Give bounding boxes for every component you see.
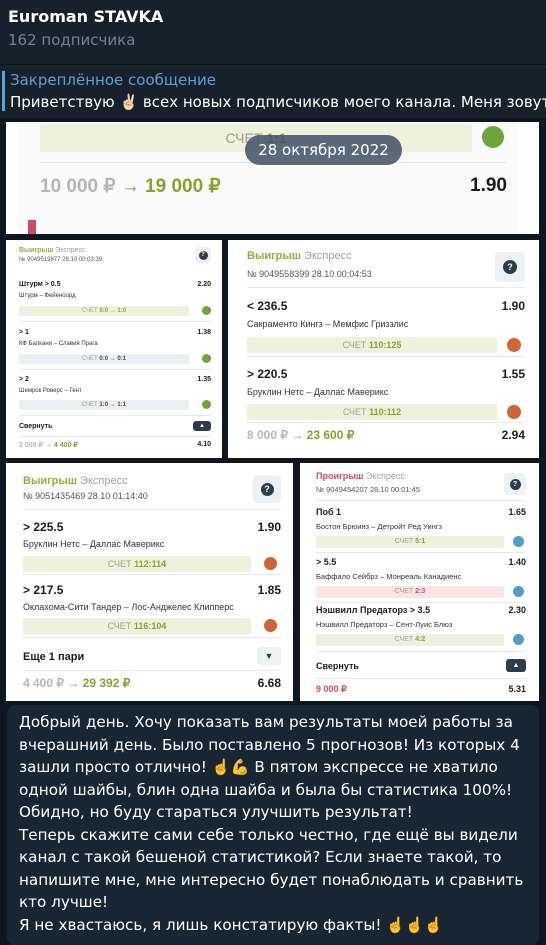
top-odds: 1.90 — [470, 175, 507, 196]
message-text: Добрый день. Хочу показать вам результат… — [19, 713, 524, 934]
channel-title: Euroman STAVKA — [8, 7, 164, 26]
bet-selection: < 236.5 1.90 Сакраменто Кингз – Мемфис Г… — [247, 288, 525, 353]
bet-slip-1[interactable]: Выигрыш Экспресс № 9049519877 28.10 00:0… — [6, 240, 222, 458]
basketball-icon — [264, 619, 277, 632]
collapse-button[interactable]: Свернуть — [19, 423, 53, 430]
bet-status-row: Выигрыш Экспресс — [19, 247, 86, 254]
puck-icon — [513, 536, 524, 547]
bet-selection: Нэшвилл Предаторз > 3.5 2.30 Нэшвилл Пре… — [316, 603, 526, 651]
bet-selection: Поб 1 1.65 Бостон Брюинз – Детройт Ред У… — [316, 501, 526, 549]
help-button[interactable]: ? — [195, 247, 211, 263]
soccer-ball-icon — [482, 126, 504, 148]
question-icon: ? — [509, 478, 521, 490]
soccer-ball-icon — [202, 400, 211, 409]
question-icon: ? — [260, 482, 274, 496]
bet-selection: > 217.5 1.85 Оклахома-Сити Тандер – Лос-… — [23, 575, 281, 635]
bet-selection: Штурм > 0.5 2.20 Штурм – Фейеноорд СЧЕТ … — [19, 281, 211, 316]
bet-id-row: № 9049519877 28.10 00:03:39 — [19, 257, 103, 263]
bet-selection: > 220.5 1.55 Бруклин Нетс – Даллас Мавер… — [247, 357, 525, 420]
bet-status-row: Выигрыш Экспресс — [247, 250, 352, 262]
help-button[interactable]: ? — [253, 475, 281, 503]
channel-header[interactable]: Euroman STAVKA 162 подписчика — [0, 0, 546, 64]
question-icon: ? — [503, 260, 517, 274]
more-bets-button[interactable]: Еще 1 пари — [23, 651, 85, 663]
bet-slip-3[interactable]: Выигрыш Экспресс № 9051435469 28.10 01:1… — [6, 463, 293, 701]
help-button[interactable]: ? — [495, 252, 525, 282]
pinned-title: Закреплённое сообщение — [10, 71, 217, 89]
bet-slip-4[interactable]: Проигрыш Экспресс № 9049454207 28.10 00:… — [300, 463, 539, 701]
question-icon: ? — [198, 250, 208, 260]
help-button[interactable]: ? — [504, 473, 526, 495]
subscriber-count: 162 подписчика — [8, 31, 136, 49]
basketball-icon — [507, 338, 521, 352]
soccer-ball-icon — [202, 354, 211, 363]
collapse-button[interactable]: Свернуть — [316, 661, 359, 671]
basketball-icon — [507, 405, 521, 419]
bet-status-row: Проигрыш Экспресс — [316, 471, 405, 481]
pinned-text: Приветствую ✌🏻 всех новых подписчиков мо… — [10, 93, 546, 111]
bet-id-row: № 9051435469 28.10 01:14:40 — [23, 491, 148, 501]
message-bubble[interactable]: Добрый день. Хочу показать вам результат… — [7, 705, 539, 945]
chevron-up-icon[interactable]: ▲ — [193, 421, 211, 431]
date-separator: 28 октября 2022 — [245, 135, 402, 165]
bet-status-row: Выигрыш Экспресс — [23, 475, 128, 487]
chevron-down-icon[interactable]: ▼ — [257, 647, 281, 665]
basketball-icon — [264, 557, 277, 570]
pinned-accent-bar — [2, 71, 5, 111]
bet-selection: > 5.5 1.40 Баффало Сейбрз – Монреаль Кан… — [316, 553, 526, 601]
bet-selection: > 2 1.35 Шемрок Роверс – Гент СЧЕТ 1:0 →… — [19, 376, 211, 410]
puck-icon — [513, 586, 524, 597]
pinned-message[interactable]: Закреплённое сообщение Приветствую ✌🏻 вс… — [0, 64, 546, 118]
puck-icon — [513, 634, 524, 645]
soccer-ball-icon — [202, 306, 211, 315]
bet-id-row: № 9049558399 28.10 00:04:53 — [247, 269, 372, 279]
bet-selection: > 225.5 1.90 Бруклин Нетс – Даллас Мавер… — [23, 510, 281, 572]
bet-slip-2[interactable]: Выигрыш Экспресс № 9049558399 28.10 00:0… — [228, 240, 539, 458]
bet-selection: > 1 1.38 КФ Балкани – Славия Прага СЧЕТ … — [19, 329, 211, 364]
chevron-up-icon[interactable]: ▲ — [506, 659, 526, 672]
top-stake: 10 000 ₽ → 19 000 ₽ — [40, 176, 221, 197]
bet-id-row: № 9049454207 28.10 00:01:45 — [316, 485, 421, 494]
